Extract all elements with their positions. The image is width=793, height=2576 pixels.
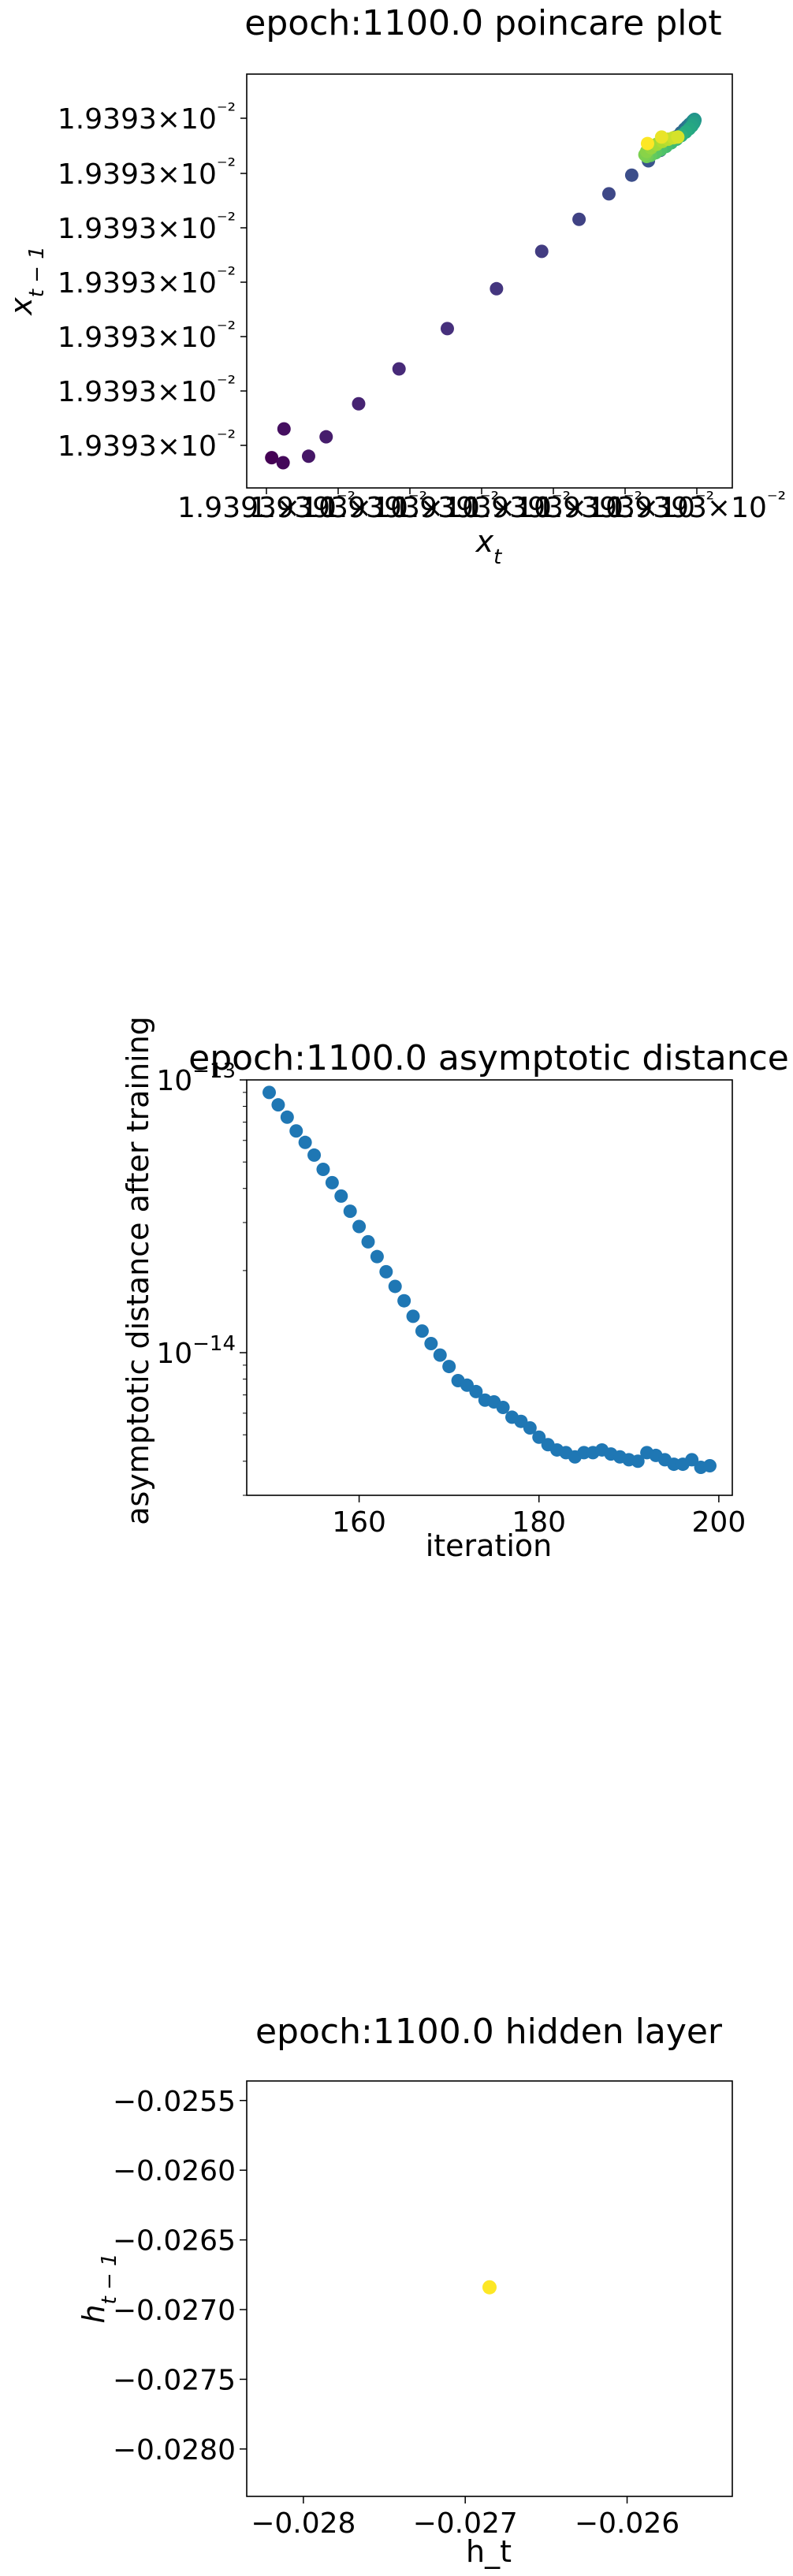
poincare-plot-frame xyxy=(246,73,733,489)
poincare-x-tick-label: 1.9393×10⁻² xyxy=(608,488,786,524)
hidden-layer-title: epoch:1100.0 hidden layer xyxy=(255,2012,723,2052)
poincare-y-tick-label: 1.9393×10⁻² xyxy=(58,209,236,245)
hidden-layer-plot-frame xyxy=(246,2080,733,2497)
poincare-point xyxy=(277,422,291,436)
poincare-points xyxy=(265,113,702,470)
poincare-y-tick-label: 1.9393×10⁻² xyxy=(58,372,236,408)
poincare-x-tick-label: 1.9393×10⁻² xyxy=(321,488,499,524)
asymptotic-x-axis-label: iteration xyxy=(426,1528,553,1563)
asymptotic-x-ticks: 160 180 200 xyxy=(332,1495,746,1539)
asymptotic-points xyxy=(262,1085,717,1474)
poincare-point xyxy=(265,451,279,465)
poincare-point xyxy=(624,168,638,182)
asymptotic-point xyxy=(280,1110,294,1124)
poincare-y-axis-label: xt − 1 xyxy=(4,246,49,316)
asymptotic-point xyxy=(532,1430,546,1444)
asymptotic-point xyxy=(442,1360,456,1374)
asymptotic-point xyxy=(271,1098,285,1112)
poincare-point xyxy=(640,136,654,151)
asymptotic-point xyxy=(370,1249,384,1264)
hidden-layer-point xyxy=(482,2280,497,2295)
hidden-layer-x-axis-label: h_t xyxy=(466,2534,512,2569)
poincare-x-tick-label: 1.9393×10⁻² xyxy=(536,488,714,524)
poincare-point xyxy=(276,456,290,470)
poincare-point xyxy=(601,187,616,201)
poincare-x-tick-label: 1.9393×10⁻² xyxy=(177,488,356,524)
poincare-x-tick-label: 1.9393×10⁻² xyxy=(464,488,642,524)
asymptotic-point xyxy=(352,1219,367,1234)
hidden-layer-chart: epoch:1100.0 hidden layer −0.0280 −0.0275… xyxy=(76,2012,733,2569)
asymptotic-point xyxy=(334,1189,348,1203)
asymptotic-point xyxy=(523,1420,537,1435)
asymptotic-point xyxy=(316,1162,330,1176)
hidden-layer-y-ticks: −0.0280 −0.0275 −0.0270 −0.0265 −0.0260 −0.02… xyxy=(113,2086,247,2466)
poincare-y-tick-label: 1.9393×10⁻² xyxy=(58,154,236,191)
hidden-layer-y-tick-label: −0.0275 xyxy=(113,2364,236,2396)
asymptotic-y-tick-label: 10−13 xyxy=(156,1059,236,1097)
asymptotic-x-tick-label: 180 xyxy=(512,1506,566,1539)
hidden-layer-y-tick-label: −0.0280 xyxy=(113,2434,236,2466)
asymptotic-point xyxy=(262,1085,277,1100)
asymptotic-point xyxy=(406,1309,420,1323)
poincare-point xyxy=(534,244,549,259)
asymptotic-point xyxy=(388,1279,402,1294)
asymptotic-point xyxy=(361,1234,375,1249)
asymptotic-point xyxy=(379,1264,393,1279)
hidden-layer-x-tick-label: −0.028 xyxy=(251,2507,356,2540)
poincare-x-axis-label: xt xyxy=(475,524,503,569)
asymptotic-y-ticks: 10−14 10−13 xyxy=(156,1059,247,1496)
hidden-layer-y-tick-label: −0.0265 xyxy=(113,2225,236,2258)
hidden-layer-y-tick-label: −0.0260 xyxy=(113,2155,236,2187)
asymptotic-point xyxy=(298,1135,312,1149)
asymptotic-y-axis-label: asymptotic distance after training xyxy=(121,1016,155,1525)
asymptotic-plot-frame xyxy=(246,1079,733,1496)
asymptotic-title: epoch:1100.0 asymptotic distance xyxy=(188,1038,789,1078)
hidden-layer-x-tick-label: −0.027 xyxy=(413,2507,518,2540)
poincare-title: epoch:1100.0 poincare plot xyxy=(244,3,721,43)
asymptotic-point xyxy=(496,1400,510,1414)
asymptotic-y-tick-label: 10−14 xyxy=(156,1332,236,1370)
hidden-layer-y-tick-label: −0.0270 xyxy=(113,2295,236,2327)
poincare-x-tick-label: 1.9393×10⁻² xyxy=(249,488,427,524)
asymptotic-point xyxy=(289,1124,303,1138)
asymptotic-point xyxy=(307,1148,322,1162)
poincare-y-tick-label: 1.9393×10⁻² xyxy=(58,426,236,463)
poincare-point xyxy=(654,130,668,144)
poincare-x-tick-label: 1.9393×10⁻² xyxy=(393,488,571,524)
asymptotic-point xyxy=(702,1459,717,1473)
poincare-point xyxy=(572,212,586,226)
poincare-y-ticks: 1.9393×10⁻² 1.9393×10⁻² 1.9393×10⁻² 1.9393×… xyxy=(58,99,247,463)
poincare-x-ticks: 1.9393×10⁻²1.9393×10⁻²1.9393×10⁻²1.9393×… xyxy=(177,488,786,524)
poincare-point xyxy=(490,281,504,296)
poincare-point xyxy=(440,322,454,336)
asymptotic-point xyxy=(685,1453,699,1467)
asymptotic-x-tick-label: 160 xyxy=(332,1506,386,1539)
poincare-point xyxy=(352,396,366,411)
poincare-point xyxy=(392,362,406,376)
poincare-y-tick-label: 1.9393×10⁻² xyxy=(58,263,236,300)
poincare-chart: epoch:1100.0 poincare plot 1.9393×10⁻²1.… xyxy=(4,3,786,569)
poincare-point xyxy=(319,430,333,444)
hidden-layer-x-ticks: −0.028 −0.027 −0.026 xyxy=(251,2496,679,2540)
hidden-layer-x-tick-label: −0.026 xyxy=(575,2507,679,2540)
asymptotic-point xyxy=(325,1175,339,1189)
asymptotic-point xyxy=(343,1204,357,1219)
asymptotic-point xyxy=(469,1384,483,1398)
asymptotic-point xyxy=(433,1348,447,1362)
poincare-y-tick-label: 1.9393×10⁻² xyxy=(58,99,236,136)
asymptotic-point xyxy=(424,1336,438,1350)
poincare-point xyxy=(671,130,685,144)
asymptotic-distance-chart: epoch:1100.0 asymptotic distance 10−1410… xyxy=(121,1016,789,1563)
asymptotic-point xyxy=(631,1454,645,1469)
poincare-y-tick-label: 1.9393×10⁻² xyxy=(58,318,236,354)
poincare-point xyxy=(301,449,315,463)
hidden-layer-points xyxy=(482,2280,497,2295)
asymptotic-point xyxy=(415,1324,429,1338)
asymptotic-point xyxy=(397,1294,411,1308)
asymptotic-x-tick-label: 200 xyxy=(692,1506,746,1539)
hidden-layer-y-tick-label: −0.0255 xyxy=(113,2086,236,2118)
